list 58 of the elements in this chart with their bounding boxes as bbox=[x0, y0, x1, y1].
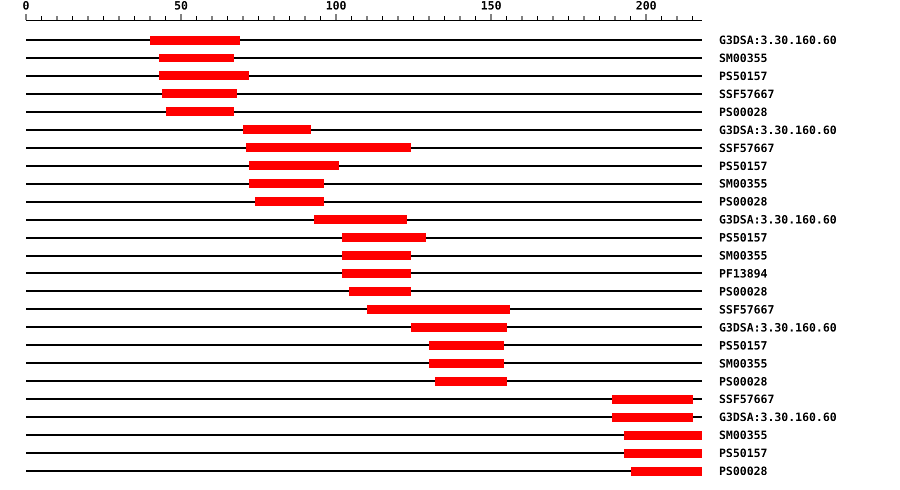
bar bbox=[246, 143, 411, 152]
bar bbox=[26, 452, 624, 454]
bar bbox=[612, 395, 693, 404]
y-tick-label: SM00355 bbox=[719, 176, 768, 191]
bar bbox=[612, 413, 693, 422]
bar bbox=[159, 71, 249, 80]
y-tick-label: SM00355 bbox=[719, 51, 768, 66]
bar bbox=[342, 251, 411, 260]
bar bbox=[624, 431, 702, 440]
y-tick-label: PS00028 bbox=[719, 194, 768, 209]
y-tick-label: G3DSA:3.30.160.60 bbox=[719, 33, 837, 48]
y-tick-label: G3DSA:3.30.160.60 bbox=[719, 320, 837, 334]
y-tick-label: PS50157 bbox=[719, 446, 768, 460]
x-tick-label: 50 bbox=[174, 0, 188, 12]
y-tick-label: SM00355 bbox=[719, 356, 768, 370]
y-tick-label: PF13894 bbox=[719, 266, 768, 281]
y-tick-label: G3DSA:3.30.160.60 bbox=[719, 212, 837, 227]
bar bbox=[349, 287, 411, 296]
y-tick-label: PS50157 bbox=[719, 68, 768, 83]
y-tick-label: SM00355 bbox=[719, 248, 768, 263]
y-tick-label: SSF57667 bbox=[719, 392, 774, 406]
bar bbox=[411, 323, 507, 332]
bar bbox=[342, 269, 411, 278]
y-tick-label: PS50157 bbox=[719, 230, 768, 245]
bar bbox=[314, 215, 407, 224]
bar bbox=[429, 341, 504, 350]
y-tick-label: SM00355 bbox=[719, 428, 768, 442]
bar bbox=[367, 305, 510, 314]
bar bbox=[249, 179, 324, 188]
bar bbox=[26, 434, 624, 436]
y-tick-label: G3DSA:3.30.160.60 bbox=[719, 410, 837, 424]
y-tick-label: PS00028 bbox=[719, 284, 768, 298]
bar bbox=[631, 467, 702, 476]
x-tick-label: 200 bbox=[636, 0, 657, 12]
x-tick-label: 150 bbox=[480, 0, 502, 12]
y-tick-label: SSF57667 bbox=[719, 140, 774, 155]
bar bbox=[342, 233, 426, 242]
y-tick-label: SSF57667 bbox=[719, 302, 774, 316]
y-tick-label: PS00028 bbox=[719, 374, 768, 388]
bar bbox=[249, 161, 339, 170]
bar bbox=[26, 470, 631, 472]
bar bbox=[166, 107, 234, 116]
bar bbox=[624, 449, 702, 458]
bar bbox=[162, 89, 237, 98]
bar bbox=[429, 359, 504, 368]
bar bbox=[435, 377, 507, 386]
y-tick-label: PS50157 bbox=[719, 158, 768, 173]
bar bbox=[255, 197, 324, 206]
y-tick-label: PS00028 bbox=[719, 104, 768, 119]
x-tick-label: 100 bbox=[326, 0, 347, 12]
bar bbox=[159, 54, 234, 62]
bar bbox=[150, 36, 240, 45]
y-tick-label: G3DSA:3.30.160.60 bbox=[719, 122, 837, 137]
x-tick-label: 0 bbox=[22, 0, 30, 12]
y-tick-label: PS50157 bbox=[719, 338, 768, 352]
y-tick-label: SSF57667 bbox=[719, 86, 774, 101]
y-tick-label: PS00028 bbox=[719, 464, 768, 478]
bar bbox=[243, 125, 311, 134]
